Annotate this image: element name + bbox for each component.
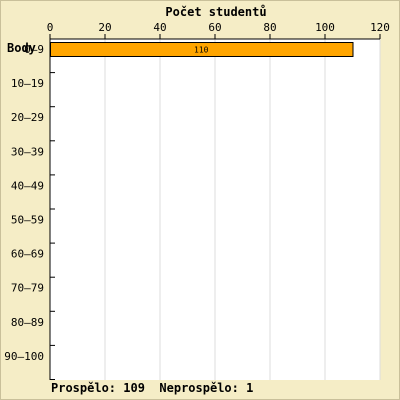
x-tick-label: 60 (208, 21, 221, 34)
x-tick-label: 20 (98, 21, 111, 34)
failed-value: 1 (246, 381, 254, 395)
x-tick-label: 100 (315, 21, 335, 34)
passed-label: Prospělo: (51, 381, 117, 395)
failed-label: Neprospělo: (159, 381, 239, 395)
y-tick-label: 10–19 (11, 77, 44, 90)
x-tick-label: 120 (370, 21, 390, 34)
bar (50, 42, 354, 57)
y-tick-label: 40–49 (11, 179, 44, 192)
x-tick-label: 80 (263, 21, 276, 34)
y-tick-label: 70–79 (11, 282, 44, 295)
y-tick-label: 20–29 (11, 111, 44, 124)
y-tick-label: 50–59 (11, 214, 44, 227)
results-summary: Prospělo: 109 Neprospělo: 1 (51, 381, 253, 395)
bar-data-label: 110 (194, 46, 209, 55)
y-tick-label: 80–89 (11, 316, 44, 329)
x-tick-label: 0 (47, 21, 54, 34)
y-tick-label: 90–100 (4, 350, 44, 363)
chart-title: Počet studentů (165, 5, 267, 19)
y-tick-label: 30–39 (11, 145, 44, 158)
y-tick-label: 60–69 (11, 248, 44, 261)
y-axis-title: Body (7, 41, 36, 55)
passed-value: 109 (123, 381, 145, 395)
y-tick-label: 0–9 (24, 43, 44, 56)
x-tick-label: 40 (153, 21, 166, 34)
